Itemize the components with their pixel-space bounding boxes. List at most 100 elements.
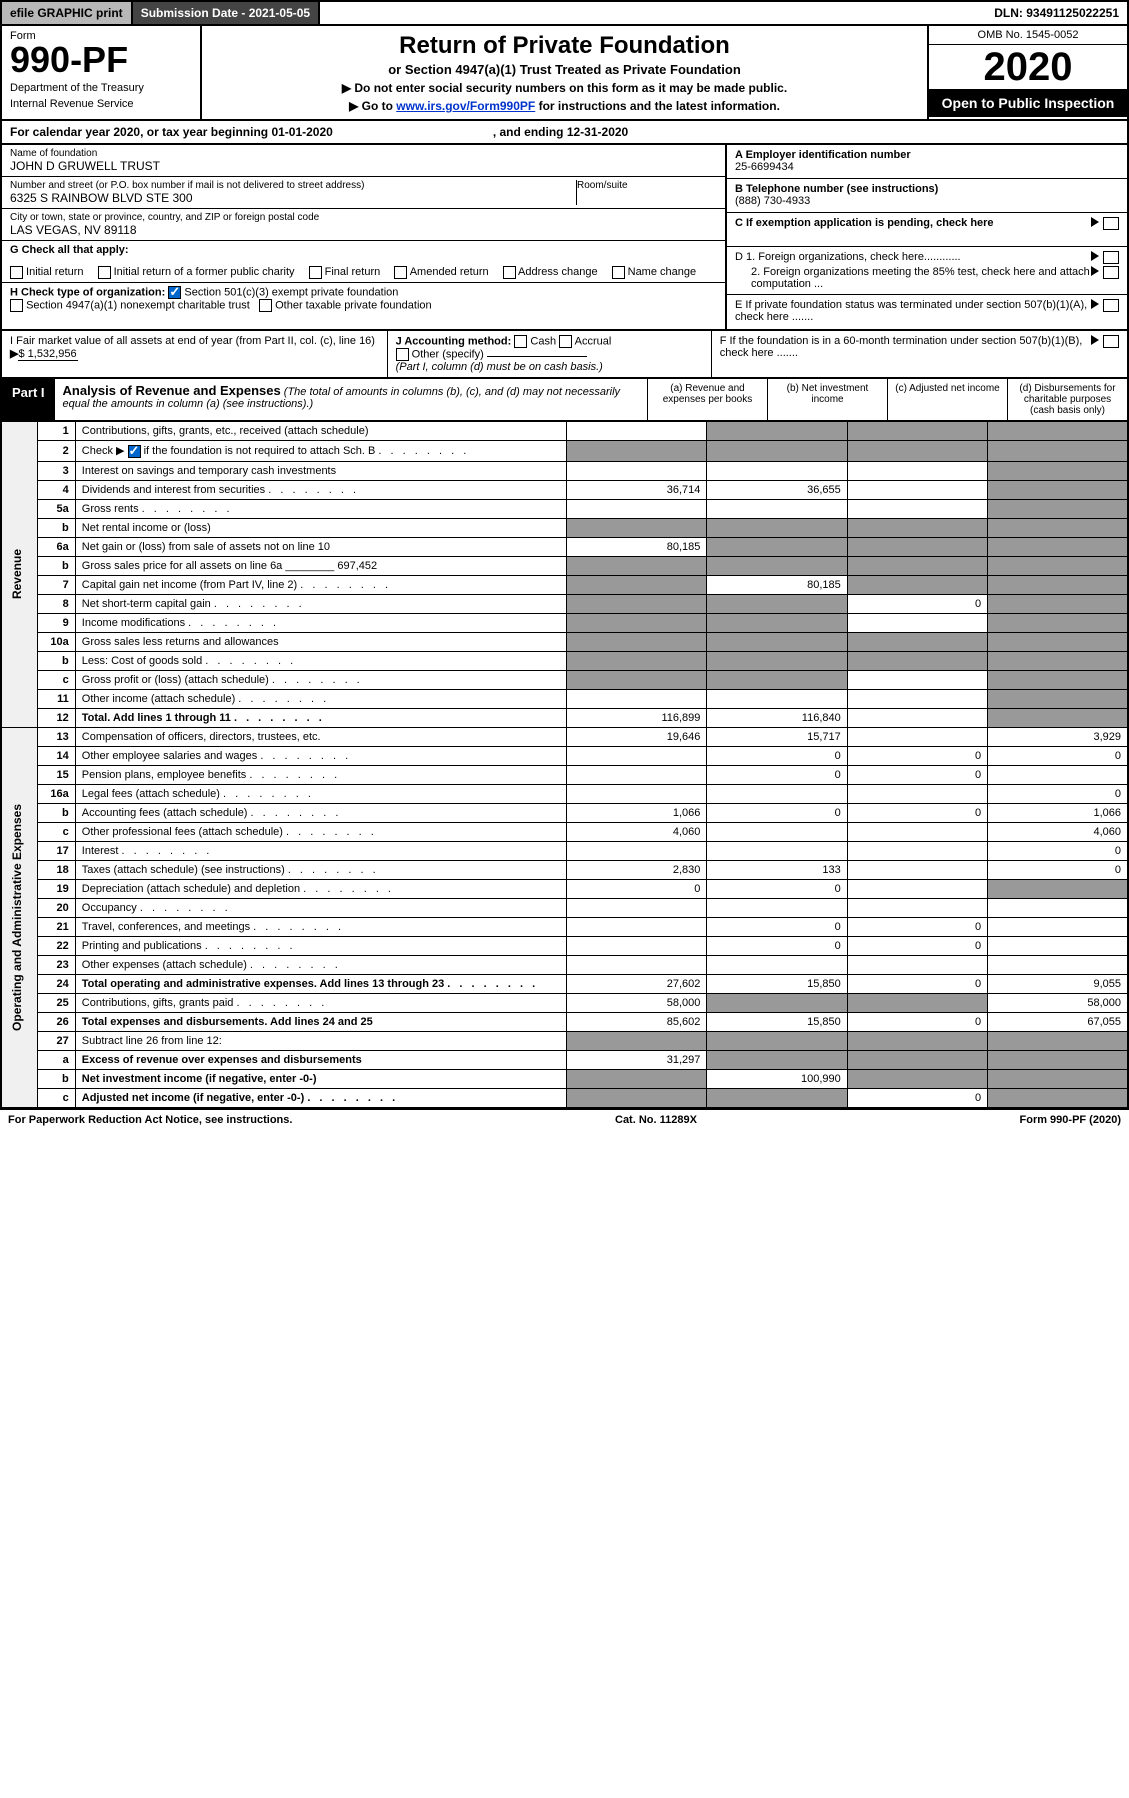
value-cell: 0 — [707, 746, 847, 765]
table-row: bNet rental income or (loss) — [1, 518, 1128, 537]
d1-checkbox[interactable] — [1103, 251, 1119, 264]
j-accrual-check[interactable] — [559, 335, 572, 348]
dept-irs: Internal Revenue Service — [10, 98, 192, 110]
h-opt2-check[interactable] — [10, 299, 23, 312]
part1-table: Revenue1Contributions, gifts, grants, et… — [0, 422, 1129, 1109]
table-row: 19Depreciation (attach schedule) and dep… — [1, 879, 1128, 898]
value-cell — [567, 518, 707, 537]
line-description: Accounting fees (attach schedule) . . . … — [75, 803, 566, 822]
name-label: Name of foundation — [10, 148, 717, 159]
irs-link[interactable]: www.irs.gov/Form990PF — [396, 99, 535, 113]
ein-cell: A Employer identification number 25-6699… — [727, 145, 1127, 179]
h-opt1-check[interactable] — [168, 286, 181, 299]
line-number: 11 — [38, 689, 75, 708]
line-description: Gross rents . . . . . . . . — [75, 499, 566, 518]
value-cell — [567, 422, 707, 441]
city-label: City or town, state or province, country… — [10, 212, 717, 223]
part1-header: Part I Analysis of Revenue and Expenses … — [0, 379, 1129, 422]
table-row: cAdjusted net income (if negative, enter… — [1, 1088, 1128, 1108]
value-cell — [988, 651, 1128, 670]
value-cell — [847, 461, 987, 480]
form-header: Form 990-PF Department of the Treasury I… — [0, 26, 1129, 121]
value-cell — [988, 422, 1128, 441]
value-cell — [847, 784, 987, 803]
city-value: LAS VEGAS, NV 89118 — [10, 223, 717, 237]
footer-mid: Cat. No. 11289X — [615, 1114, 697, 1126]
line-number: c — [38, 1088, 75, 1108]
g-checkbox[interactable] — [98, 266, 111, 279]
value-cell: 0 — [847, 765, 987, 784]
line-description: Pension plans, employee benefits . . . .… — [75, 765, 566, 784]
g-checkbox[interactable] — [10, 266, 23, 279]
line-number: 22 — [38, 936, 75, 955]
value-cell — [707, 632, 847, 651]
line-number: b — [38, 518, 75, 537]
value-cell — [567, 441, 707, 462]
line-description: Travel, conferences, and meetings . . . … — [75, 917, 566, 936]
value-cell: 0 — [847, 936, 987, 955]
value-cell: 80,185 — [567, 537, 707, 556]
f-checkbox[interactable] — [1103, 335, 1119, 348]
value-cell — [847, 822, 987, 841]
line-description: Contributions, gifts, grants, etc., rece… — [75, 422, 566, 441]
value-cell — [847, 841, 987, 860]
value-cell — [707, 518, 847, 537]
value-cell: 100,990 — [707, 1069, 847, 1088]
line-number: 5a — [38, 499, 75, 518]
line-description: Other employee salaries and wages . . . … — [75, 746, 566, 765]
g-checkbox[interactable] — [394, 266, 407, 279]
g-checkbox[interactable] — [503, 266, 516, 279]
table-row: 24Total operating and administrative exp… — [1, 974, 1128, 993]
col-c-head: (c) Adjusted net income — [887, 379, 1007, 420]
g-checkbox[interactable] — [612, 266, 625, 279]
value-cell — [988, 632, 1128, 651]
j-label: J Accounting method: — [396, 335, 512, 347]
value-cell — [847, 1069, 987, 1088]
g-option: Address change — [503, 266, 598, 278]
col-d-head: (d) Disbursements for charitable purpose… — [1007, 379, 1127, 420]
table-row: 6aNet gain or (loss) from sale of assets… — [1, 537, 1128, 556]
value-cell — [847, 898, 987, 917]
table-row: 15Pension plans, employee benefits . . .… — [1, 765, 1128, 784]
j-cash-check[interactable] — [514, 335, 527, 348]
identity-block: Name of foundation JOHN D GRUWELL TRUST … — [0, 145, 1129, 331]
d2-checkbox[interactable] — [1103, 266, 1119, 279]
line-number: 2 — [38, 441, 75, 462]
line-description: Taxes (attach schedule) (see instruction… — [75, 860, 566, 879]
line-number: 6a — [38, 537, 75, 556]
table-row: bNet investment income (if negative, ent… — [1, 1069, 1128, 1088]
phone-value: (888) 730-4933 — [735, 195, 1119, 207]
value-cell — [847, 1031, 987, 1050]
line-description: Gross sales less returns and allowances — [75, 632, 566, 651]
value-cell: 0 — [707, 765, 847, 784]
line-description: Total operating and administrative expen… — [75, 974, 566, 993]
h-check-row: H Check type of organization: Section 50… — [2, 283, 725, 315]
page-footer: For Paperwork Reduction Act Notice, see … — [0, 1109, 1129, 1130]
value-cell — [988, 1050, 1128, 1069]
h-opt3-check[interactable] — [259, 299, 272, 312]
j-other-check[interactable] — [396, 348, 409, 361]
line-description: Gross sales price for all assets on line… — [75, 556, 566, 575]
schb-checkbox[interactable] — [128, 445, 141, 458]
c-checkbox[interactable] — [1103, 217, 1119, 230]
line-number: a — [38, 1050, 75, 1069]
h-opt3: Other taxable private foundation — [275, 299, 432, 311]
line-number: 4 — [38, 480, 75, 499]
room-label: Room/suite — [577, 180, 717, 191]
g-checkbox[interactable] — [309, 266, 322, 279]
col-a-head: (a) Revenue and expenses per books — [647, 379, 767, 420]
part1-desc: Analysis of Revenue and Expenses (The to… — [55, 379, 647, 420]
value-cell — [567, 955, 707, 974]
value-cell — [707, 1088, 847, 1108]
line-number: 17 — [38, 841, 75, 860]
line-number: 13 — [38, 727, 75, 746]
i-cell: I Fair market value of all assets at end… — [2, 331, 388, 377]
calendar-row: For calendar year 2020, or tax year begi… — [0, 121, 1129, 145]
value-cell: 31,297 — [567, 1050, 707, 1069]
value-cell: 4,060 — [567, 822, 707, 841]
value-cell: 0 — [707, 917, 847, 936]
value-cell — [567, 1031, 707, 1050]
table-row: 11Other income (attach schedule) . . . .… — [1, 689, 1128, 708]
e-checkbox[interactable] — [1103, 299, 1119, 312]
line-number: 3 — [38, 461, 75, 480]
